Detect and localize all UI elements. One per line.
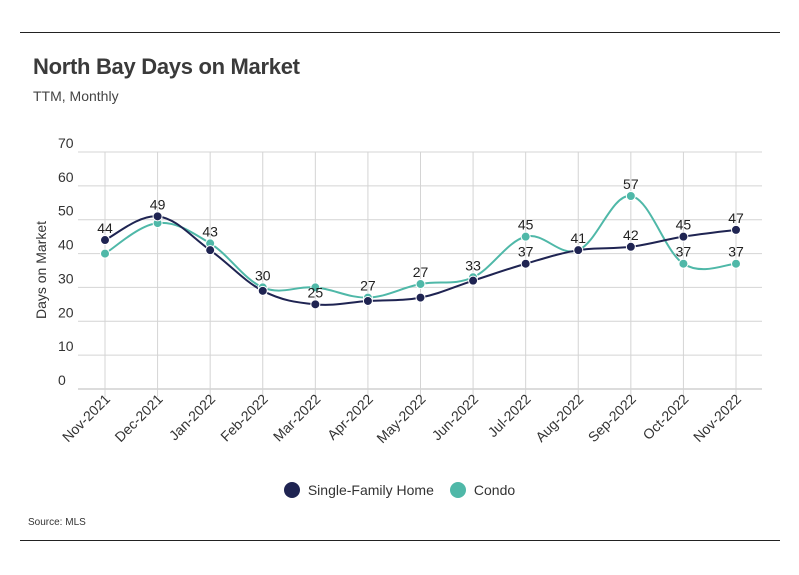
legend-marker-single-family	[283, 482, 300, 498]
condo-data-label: 45	[518, 217, 534, 233]
x-tick-label: May-2022	[373, 391, 428, 446]
y-tick-label: 70	[58, 135, 74, 151]
y-tick-label: 0	[58, 372, 66, 388]
grid-lines	[78, 151, 762, 397]
condo-point	[100, 248, 110, 259]
x-tick-label: Aug-2022	[532, 391, 586, 445]
condo-point	[310, 282, 321, 293]
single-family-point	[625, 241, 636, 252]
x-tick-label: Oct-2022	[639, 391, 691, 443]
x-tick-label: Mar-2022	[270, 391, 324, 445]
y-axis-title: Days on Market	[33, 221, 49, 319]
single-family-point	[520, 258, 531, 269]
x-tick-label: Nov-2021	[59, 391, 113, 445]
condo-point	[678, 258, 689, 269]
top-rule	[20, 32, 780, 33]
condo-point	[520, 231, 531, 242]
x-tick-label: Feb-2022	[217, 391, 271, 445]
condo-point	[415, 279, 426, 290]
chart-subtitle: TTM, Monthly	[33, 88, 119, 104]
chart-title: North Bay Days on Market	[33, 54, 300, 79]
source-note: Source: MLS	[28, 517, 86, 528]
single-family-point	[573, 245, 584, 256]
y-tick-label: 60	[58, 169, 74, 185]
legend-item-single-family: Single-Family Home	[283, 482, 434, 498]
condo-data-label: 27	[413, 264, 429, 280]
condo-data-label: 27	[360, 278, 376, 294]
single-family-data-label: 44	[97, 220, 113, 236]
condo-data-label: 43	[202, 223, 218, 239]
condo-point	[625, 191, 636, 202]
y-tick-label: 50	[58, 203, 74, 219]
single-family-point	[468, 275, 479, 286]
y-tick-label: 40	[58, 237, 74, 253]
condo-data-label: 33	[465, 257, 481, 273]
single-family-point	[205, 245, 216, 256]
x-tick-label: Jun-2022	[429, 391, 482, 444]
y-tick-labels: 0 10 20 30 40 50 60 70	[58, 135, 74, 388]
condo-data-label: 37	[728, 244, 744, 260]
single-family-data-label: 45	[676, 217, 692, 233]
series-points	[100, 191, 741, 310]
x-tick-label: Apr-2022	[324, 391, 376, 443]
condo-point	[731, 258, 741, 269]
legend-item-condo: Condo	[449, 482, 516, 498]
single-family-data-label: 49	[150, 196, 166, 212]
single-family-point	[257, 285, 268, 296]
x-tick-label: Jan-2022	[166, 391, 219, 444]
single-family-point	[152, 211, 163, 222]
single-family-point	[362, 295, 373, 306]
single-family-point	[678, 231, 689, 242]
single-family-point	[100, 235, 110, 246]
x-tick-label: Dec-2021	[111, 391, 165, 445]
single-family-data-label: 37	[518, 244, 534, 260]
single-family-data-label: 47	[728, 210, 744, 226]
single-family-data-label: 42	[623, 227, 639, 243]
x-tick-label: Sep-2022	[585, 391, 639, 445]
y-tick-label: 10	[58, 338, 74, 354]
legend-label-condo: Condo	[473, 482, 516, 498]
condo-data-label: 57	[623, 176, 639, 192]
single-family-point	[731, 224, 741, 235]
single-family-data-label: 25	[308, 284, 324, 300]
x-tick-label: Jul-2022	[485, 391, 534, 440]
legend: Single-Family Home Condo	[0, 482, 799, 498]
y-tick-label: 30	[58, 270, 74, 286]
legend-label-single-family: Single-Family Home	[307, 482, 434, 498]
x-tick-label: Nov-2022	[690, 391, 744, 445]
condo-data-label: 30	[255, 267, 271, 283]
single-family-point	[310, 299, 321, 310]
bottom-rule	[20, 540, 780, 541]
data-labels: 43 30 27 27 33 45 41 57 37 37 44 49 25 37 42 45 47	[97, 176, 744, 300]
y-tick-label: 20	[58, 304, 74, 320]
legend-marker-condo	[449, 482, 466, 498]
condo-data-label: 37	[676, 244, 692, 260]
condo-data-label: 41	[570, 230, 586, 246]
single-family-point	[415, 292, 426, 303]
